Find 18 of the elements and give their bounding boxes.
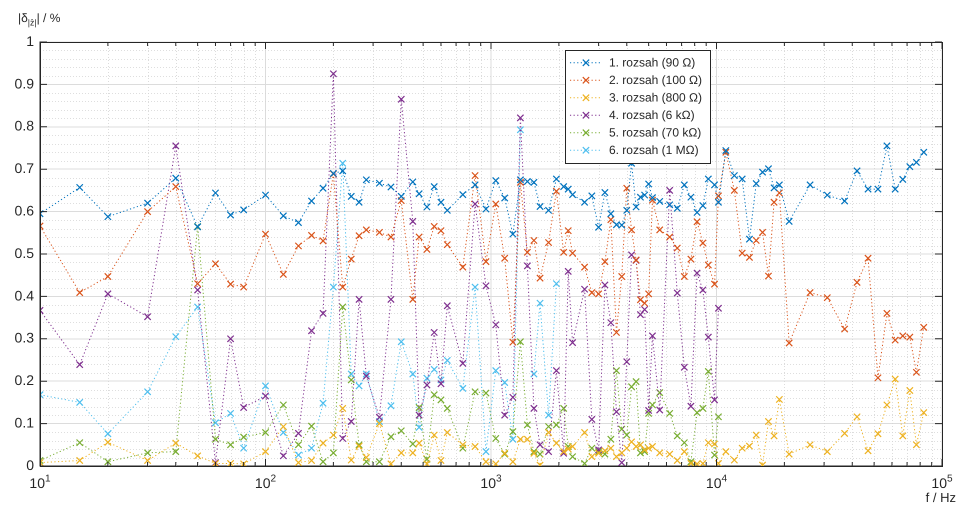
y-tick-label: 0.2	[14, 372, 34, 388]
x-axis-title: f / Hz	[926, 490, 956, 505]
y-tick-label: 0.6	[14, 202, 34, 218]
y-tick-label: 0	[26, 456, 34, 473]
y-tick-label: 0.1	[14, 414, 34, 430]
legend-label: 1. rozsah (90 Ω)	[608, 56, 696, 70]
y-tick-label: 0.7	[14, 160, 34, 176]
y-tick-label: 0.9	[14, 75, 34, 92]
legend-label: 3. rozsah (800 Ω)	[608, 90, 702, 105]
legend-label: 6. rozsah (1 MΩ)	[608, 143, 699, 158]
legend-label: 2. rozsah (100 Ω)	[608, 73, 702, 88]
legend-label: 5. rozsah (70 kΩ)	[608, 126, 702, 140]
y-tick-label: 1	[26, 32, 34, 49]
y-tick-label: 0.4	[14, 287, 34, 304]
y-tick-label: 0.8	[14, 118, 34, 134]
y-tick-label: 0.3	[14, 330, 34, 346]
legend-label: 4. rozsah (6 kΩ)	[608, 108, 695, 122]
y-tick-label: 0.5	[14, 244, 34, 261]
